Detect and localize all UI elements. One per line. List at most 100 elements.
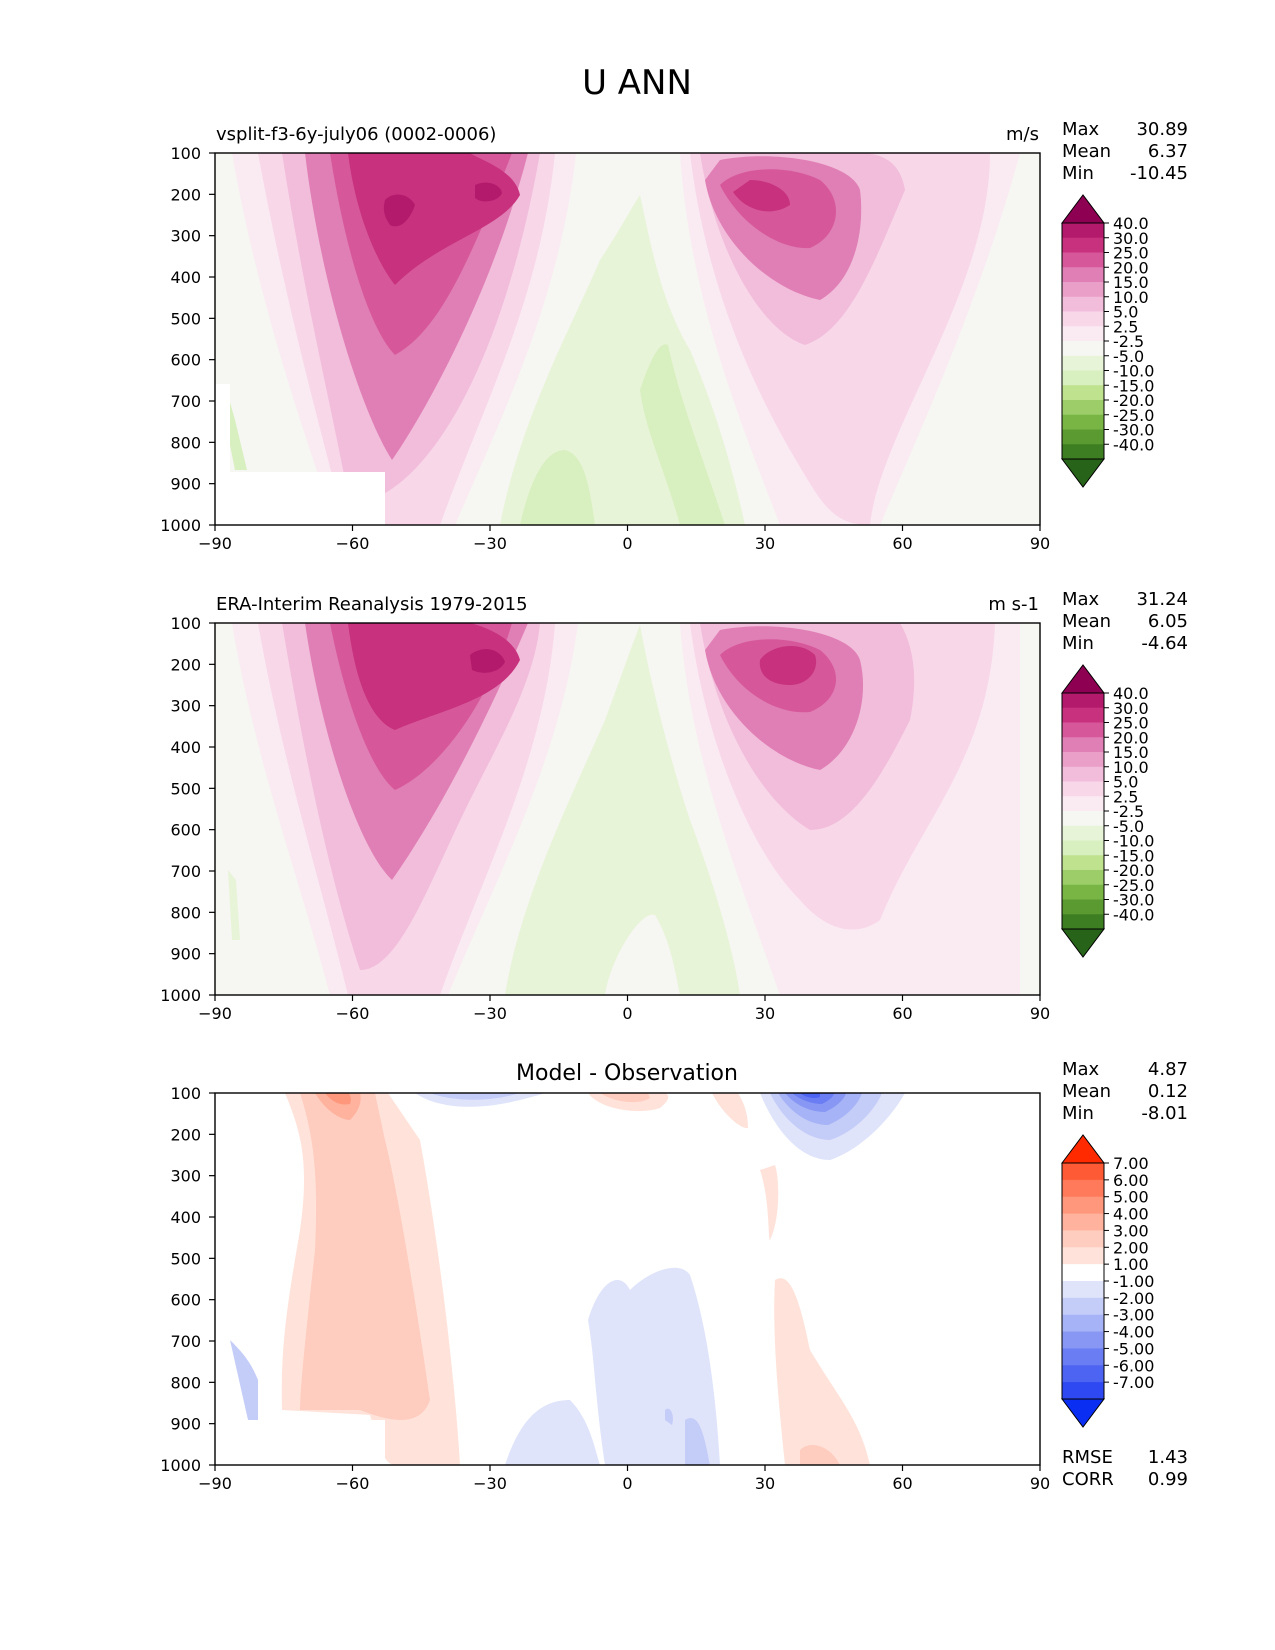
stat-rmse-label: RMSE: [1062, 1447, 1113, 1468]
stat-max-value: 30.89: [1136, 119, 1188, 140]
x-tick-label: 90: [1030, 534, 1050, 553]
stat-min-value: -4.64: [1141, 633, 1188, 654]
colorbar-label: -25.0: [1113, 876, 1154, 895]
y-tick-label: 300: [170, 1167, 201, 1186]
colorbar-segment: [1062, 884, 1104, 900]
axes-observation: −90 −60 −30 0 30 60 90 100 200 300 400 500 600 700 800…: [160, 614, 1050, 1023]
stat-corr-value: 0.99: [1148, 1469, 1188, 1490]
y-tick-label: 1000: [160, 986, 201, 1005]
x-tick-label: 0: [622, 534, 632, 553]
x-tick-label: −90: [198, 1004, 232, 1023]
y-tick-label: 200: [170, 1125, 201, 1144]
x-tick-label: 30: [755, 534, 775, 553]
x-tick-label: 0: [622, 1004, 632, 1023]
y-tick-label: 100: [170, 614, 201, 633]
colorbar-label: 7.00: [1113, 1154, 1149, 1173]
colorbar-label: 25.0: [1113, 714, 1149, 733]
colorbar-label: 6.00: [1113, 1171, 1149, 1190]
panel-model: −90 −60 −30 0 30 60 90 100 200 300 400 500 600 700 800…: [160, 119, 1188, 553]
colorbar-label: -3.00: [1113, 1306, 1154, 1325]
colorbar-segment: [1062, 796, 1104, 812]
colorbar-segment: [1062, 840, 1104, 856]
colorbar-label: 5.0: [1113, 303, 1138, 322]
stats-difference: Max 4.87 Mean 0.12 Min -8.01 RMSE 1.43 C…: [1062, 1059, 1188, 1490]
colorbar-segment: [1062, 1247, 1104, 1265]
colorbar-label: 20.0: [1113, 728, 1149, 747]
y-tick-label: 200: [170, 185, 201, 204]
y-tick-label: 600: [170, 351, 201, 370]
colorbar-segment: [1062, 355, 1104, 371]
panel-title-observation: ERA-Interim Reanalysis 1979-2015: [216, 594, 528, 615]
x-tick-label: 60: [892, 1474, 912, 1493]
x-tick-label: 60: [892, 534, 912, 553]
colorbar-label: 30.0: [1113, 229, 1149, 248]
y-tick-label: 200: [170, 655, 201, 674]
colorbar-label: -2.5: [1113, 332, 1144, 351]
stat-max-label: Max: [1062, 119, 1100, 140]
colorbar-segment: [1062, 737, 1104, 753]
colorbar-extend-max: [1061, 1134, 1105, 1164]
colorbar-label: -15.0: [1113, 846, 1154, 865]
colorbar-label: 4.00: [1113, 1205, 1149, 1224]
colorbar-label: -40.0: [1113, 435, 1154, 454]
panel-units-observation: m s-1: [988, 594, 1039, 615]
x-tick-label: −30: [473, 534, 507, 553]
figure-title: U ANN: [582, 63, 692, 103]
colorbar-segment: [1062, 825, 1104, 841]
colorbar-segment: [1062, 1179, 1104, 1198]
colorbar-label: -2.00: [1113, 1289, 1154, 1308]
colorbar-segment: [1062, 752, 1104, 768]
colorbar-extend-min: [1061, 458, 1105, 488]
y-tick-label: 500: [170, 309, 201, 328]
stat-rmse-value: 1.43: [1148, 1447, 1188, 1468]
colorbar-segment: [1062, 914, 1104, 930]
stat-mean-label: Mean: [1062, 611, 1111, 632]
colorbar-extend-min: [1061, 928, 1105, 958]
colorbar-label: -5.00: [1113, 1339, 1154, 1358]
x-tick-label: 30: [755, 1474, 775, 1493]
y-tick-label: 300: [170, 697, 201, 716]
colorbar-label: -7.00: [1113, 1373, 1154, 1392]
x-tick-label: 90: [1030, 1474, 1050, 1493]
contour-field-model: [215, 153, 1040, 525]
colorbar-segment: [1062, 1213, 1104, 1231]
y-tick-label: 600: [170, 1291, 201, 1310]
x-tick-label: −60: [336, 534, 370, 553]
colorbar-label: -5.0: [1113, 817, 1144, 836]
colorbar-label: -1.00: [1113, 1272, 1154, 1291]
colorbar-label: 40.0: [1113, 684, 1149, 703]
colorbar-label: 10.0: [1113, 758, 1149, 777]
y-tick-label: 400: [170, 268, 201, 287]
x-tick-label: 60: [892, 1004, 912, 1023]
colorbar-label: -20.0: [1113, 391, 1154, 410]
x-tick-label: −90: [198, 534, 232, 553]
colorbar-label: 2.5: [1113, 317, 1138, 336]
stat-mean-value: 0.12: [1148, 1081, 1188, 1102]
colorbar-segment: [1062, 722, 1104, 738]
colorbar-label: 40.0: [1113, 214, 1149, 233]
colorbar-label: 15.0: [1113, 273, 1149, 292]
stat-max-value: 31.24: [1136, 589, 1188, 610]
colorbar-segment: [1062, 899, 1104, 915]
colorbar-segment: [1062, 693, 1104, 709]
panel-difference: −90 −60 −30 0 30 60 90 100 200 300 400 500 600 700 800…: [160, 1059, 1188, 1493]
y-tick-label: 900: [170, 945, 201, 964]
colorbar-label: -15.0: [1113, 376, 1154, 395]
panel-units-model: m/s: [1006, 124, 1039, 145]
colorbar-segment: [1062, 870, 1104, 886]
stat-min-label: Min: [1062, 1103, 1094, 1124]
colorbar-segment: [1062, 252, 1104, 268]
colorbar-segment: [1062, 811, 1104, 827]
colorbar-segment: [1062, 1264, 1104, 1282]
y-tick-label: 100: [170, 1084, 201, 1103]
stat-mean-label: Mean: [1062, 1081, 1111, 1102]
colorbar-label: -10.0: [1113, 832, 1154, 851]
stats-model: Max 30.89 Mean 6.37 Min -10.45: [1062, 119, 1188, 184]
stat-min-label: Min: [1062, 633, 1094, 654]
x-tick-label: 90: [1030, 1004, 1050, 1023]
stat-max-value: 4.87: [1148, 1059, 1188, 1080]
y-tick-label: 800: [170, 903, 201, 922]
y-tick-label: 900: [170, 1415, 201, 1434]
x-tick-label: 0: [622, 1474, 632, 1493]
